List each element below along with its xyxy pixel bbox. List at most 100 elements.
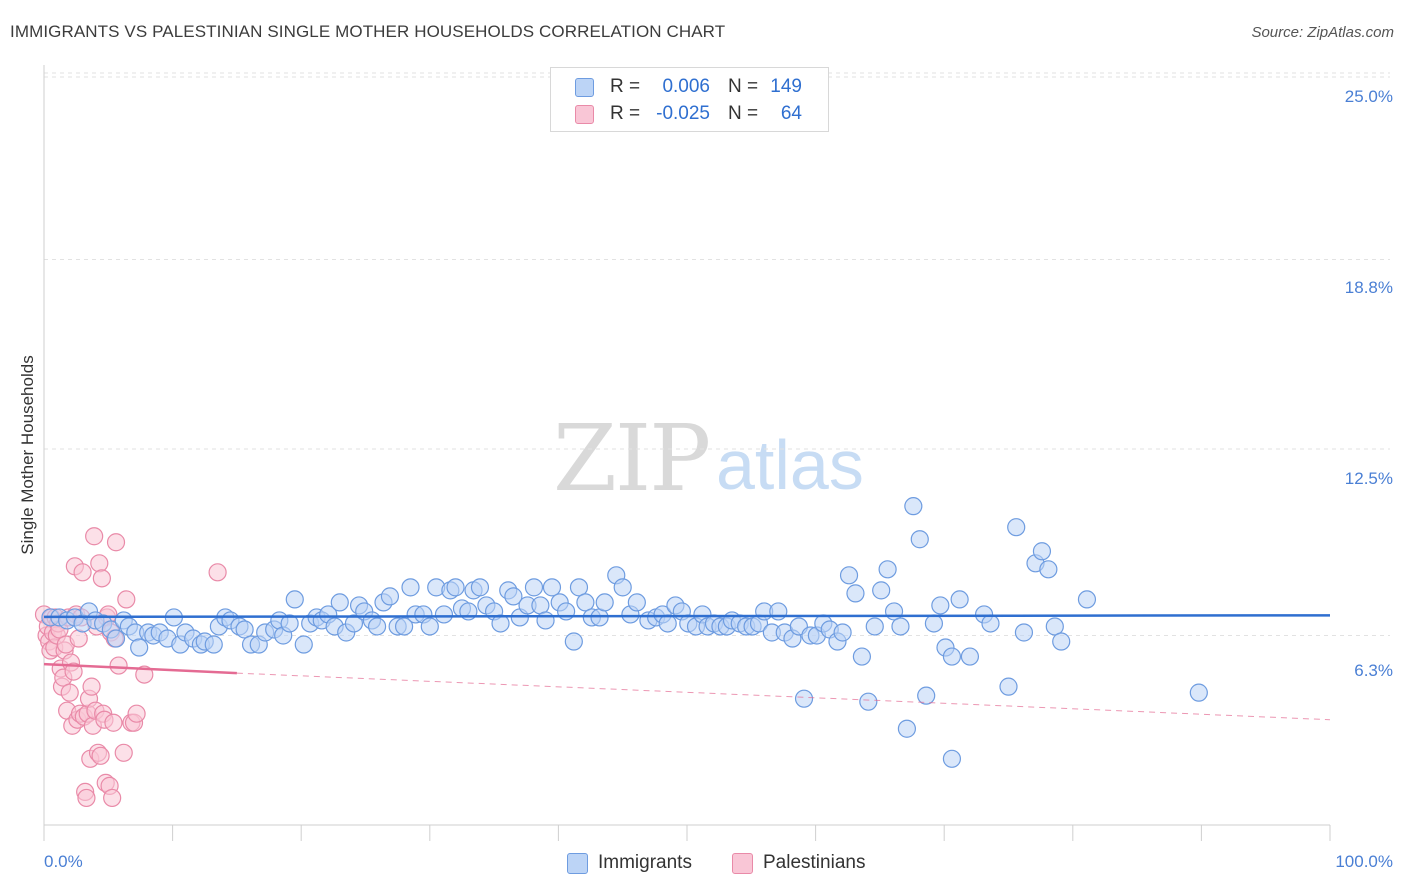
immigrants-point bbox=[833, 623, 852, 642]
immigrants-point bbox=[531, 596, 550, 615]
immigrants-point bbox=[1014, 623, 1034, 642]
immigrants-point bbox=[280, 614, 299, 633]
immigrants-trendline bbox=[43, 614, 1331, 619]
immigrants-point bbox=[897, 719, 917, 738]
palestinians-point bbox=[92, 569, 111, 588]
immigrants-point bbox=[576, 593, 595, 612]
palestinians-point bbox=[69, 629, 88, 648]
palestinians-point bbox=[127, 704, 146, 723]
immigrants-point bbox=[865, 617, 884, 636]
immigrants-point bbox=[470, 578, 490, 597]
immigrants-point bbox=[627, 593, 646, 612]
immigrants-point bbox=[613, 578, 632, 597]
palestinians-point bbox=[106, 533, 126, 552]
immigrants-point bbox=[891, 617, 910, 636]
immigrants-point bbox=[394, 617, 414, 636]
immigrants-point bbox=[878, 560, 897, 579]
immigrants-point bbox=[401, 578, 420, 597]
immigrants-point bbox=[380, 587, 400, 606]
immigrants-point bbox=[491, 614, 510, 633]
palestinians-point bbox=[208, 563, 227, 582]
immigrants-point bbox=[942, 749, 962, 768]
immigrants-point bbox=[420, 617, 439, 636]
immigrants-point bbox=[658, 614, 677, 633]
immigrants-point bbox=[999, 677, 1018, 696]
immigrants-swatch bbox=[575, 77, 594, 97]
immigrants-point bbox=[872, 581, 891, 600]
immigrants-point bbox=[330, 593, 349, 612]
immigrants-point bbox=[794, 689, 814, 708]
immigrants-point bbox=[130, 638, 149, 657]
palestinians-point bbox=[91, 746, 110, 765]
palestinians-point bbox=[77, 788, 96, 808]
legend-row-immigrants: R = 0.006 N = 149 bbox=[575, 75, 802, 99]
r-label: R = bbox=[610, 103, 641, 124]
immigrants-point bbox=[1077, 590, 1097, 609]
legend-item-immigrants[interactable]: Immigrants bbox=[567, 852, 692, 874]
y-axis-label: Single Mother Households bbox=[18, 355, 37, 555]
immigrants-point bbox=[917, 686, 936, 705]
immigrants-point bbox=[235, 620, 254, 639]
palestinians-point bbox=[73, 563, 92, 582]
immigrants-point bbox=[367, 617, 387, 636]
immigrants-point bbox=[344, 614, 364, 633]
immigrants-point bbox=[106, 629, 126, 648]
immigrants-point bbox=[910, 530, 929, 549]
n-label: N = bbox=[728, 103, 759, 124]
immigrants-point bbox=[1032, 542, 1052, 561]
palestinians-trendline bbox=[43, 662, 237, 675]
immigrants-point bbox=[285, 590, 304, 609]
palestinians-point bbox=[82, 677, 101, 696]
immigrants-point bbox=[852, 647, 871, 666]
immigrants-point bbox=[294, 635, 313, 654]
y-tick-label: 6.3% bbox=[1354, 661, 1393, 680]
immigrants-point bbox=[859, 692, 878, 711]
palestinians-swatch bbox=[575, 104, 594, 124]
source-label: Source: ZipAtlas.com bbox=[1251, 24, 1394, 41]
immigrants-point bbox=[204, 635, 223, 654]
n-value: 149 bbox=[770, 76, 802, 97]
immigrants-point bbox=[569, 578, 589, 597]
immigrants-point bbox=[981, 614, 1000, 633]
r-value: 0.006 bbox=[662, 76, 710, 97]
immigrants-point bbox=[1052, 632, 1071, 651]
immigrants-point bbox=[1007, 518, 1026, 537]
immigrants-point bbox=[504, 587, 523, 606]
palestinians-swatch bbox=[732, 852, 753, 874]
palestinians-point bbox=[114, 743, 133, 762]
immigrants-point bbox=[931, 596, 950, 615]
palestinians-point bbox=[60, 683, 79, 702]
immigrants-point bbox=[446, 578, 465, 597]
palestinians-point bbox=[85, 527, 104, 546]
immigrants-point bbox=[1189, 683, 1208, 702]
legend-item-palestinians[interactable]: Palestinians bbox=[732, 852, 865, 874]
immigrants-point bbox=[564, 632, 583, 651]
immigrants-point bbox=[1039, 560, 1058, 579]
n-value: 64 bbox=[780, 103, 802, 124]
palestinians-point bbox=[135, 665, 154, 684]
immigrants-point bbox=[960, 647, 980, 666]
palestinians-point bbox=[90, 554, 109, 573]
immigrants-point bbox=[595, 593, 614, 612]
immigrants-point bbox=[542, 578, 562, 597]
r-value: -0.025 bbox=[656, 103, 710, 124]
x-tick-label-min: 0.0% bbox=[44, 852, 83, 871]
watermark-atlas: atlas bbox=[716, 426, 864, 504]
stats-legend: R = 0.006 N = 149 R = -0.025 N = 64 bbox=[550, 67, 829, 132]
immigrants-point bbox=[536, 611, 555, 630]
immigrants-swatch bbox=[567, 852, 588, 874]
immigrants-point bbox=[904, 497, 923, 516]
legend-row-palestinians: R = -0.025 N = 64 bbox=[575, 102, 802, 126]
immigrants-point bbox=[839, 566, 859, 585]
palestinians-trendline-extension bbox=[236, 672, 1331, 721]
chart-title: IMMIGRANTS VS PALESTINIAN SINGLE MOTHER … bbox=[10, 22, 726, 41]
immigrants-point bbox=[434, 605, 454, 624]
immigrants-point bbox=[924, 614, 944, 633]
legend-label-palestinians: Palestinians bbox=[763, 852, 866, 873]
palestinians-point bbox=[117, 590, 136, 609]
series-legend: Immigrants Palestinians bbox=[0, 852, 1406, 878]
immigrants-point bbox=[524, 578, 544, 597]
immigrants-point bbox=[846, 584, 865, 603]
n-label: N = bbox=[728, 76, 759, 97]
